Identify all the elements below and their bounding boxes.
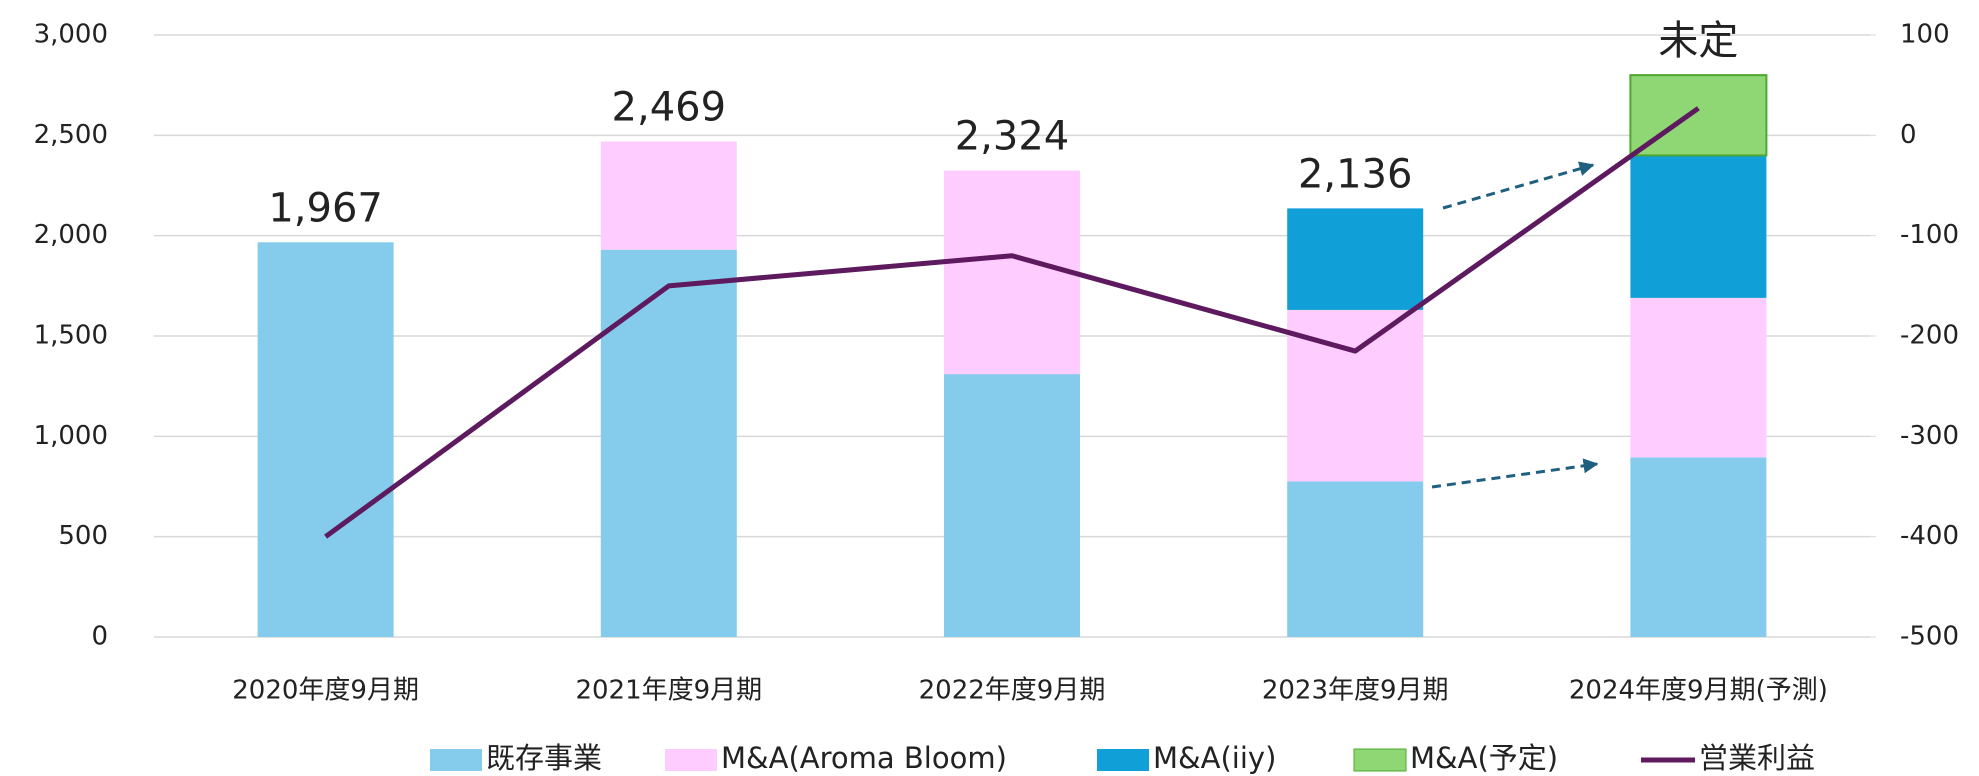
y-tick-label: 3,000 xyxy=(34,20,108,50)
y2-tick-label: -300 xyxy=(1900,421,1959,451)
legend-swatch xyxy=(1353,748,1407,772)
bar-segment xyxy=(600,249,737,638)
total-label: 2,136 xyxy=(1298,151,1413,197)
legend-label: M&A(予定) xyxy=(1410,741,1558,775)
bar-segment xyxy=(1630,155,1767,298)
total-label: 2,469 xyxy=(612,85,727,131)
y2-tick-label: -100 xyxy=(1900,220,1959,250)
bar-segment xyxy=(1287,208,1424,310)
y-tick-label: 0 xyxy=(91,622,108,652)
total-label: 未定 xyxy=(1658,18,1738,64)
total-label: 1,967 xyxy=(268,185,383,231)
y-tick-label: 1,000 xyxy=(34,421,108,451)
legend-swatch xyxy=(430,749,482,771)
y2-tick-label: 0 xyxy=(1900,120,1917,150)
bar-segment xyxy=(600,141,737,250)
legend-label: M&A(iiy) xyxy=(1153,741,1276,775)
legend-label: 既存事業 xyxy=(486,741,602,775)
bar-segment xyxy=(944,170,1080,375)
arrow xyxy=(1442,161,1595,210)
bar-segment xyxy=(257,242,394,637)
x-tick-label: 2020年度9月期 xyxy=(232,676,419,706)
x-tick-label: 2021年度9月期 xyxy=(575,676,762,706)
legend-swatch xyxy=(1097,749,1149,771)
bar-segment xyxy=(944,374,1080,637)
y-tick-label: 1,500 xyxy=(34,321,108,351)
line xyxy=(324,106,1700,539)
legend-label: M&A(Aroma Bloom) xyxy=(721,741,1007,775)
x-tick-label: 2024年度9月期(予測) xyxy=(1569,676,1828,706)
x-tick-label: 2022年度9月期 xyxy=(919,676,1106,706)
y2-tick-label: 100 xyxy=(1900,20,1950,50)
legend-label: 営業利益 xyxy=(1699,741,1815,775)
x-tick-label: 2023年度9月期 xyxy=(1262,676,1449,706)
y-tick-label: 500 xyxy=(58,521,108,551)
bar-segment xyxy=(1287,481,1424,637)
y-tick-label: 2,500 xyxy=(34,120,108,150)
total-label: 2,324 xyxy=(955,114,1070,160)
legend-swatch xyxy=(665,749,717,771)
y2-tick-label: -400 xyxy=(1900,521,1959,551)
bars xyxy=(257,74,1768,638)
arrow xyxy=(1431,458,1599,489)
y2-tick-label: -200 xyxy=(1900,321,1959,351)
bar-segment xyxy=(1630,457,1767,637)
bar-segment xyxy=(1630,297,1767,458)
y-tick-label: 2,000 xyxy=(34,220,108,250)
y2-tick-label: -500 xyxy=(1900,622,1959,652)
